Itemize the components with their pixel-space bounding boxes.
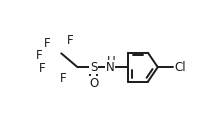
Text: H: H: [106, 55, 115, 68]
Text: F: F: [36, 49, 43, 62]
Text: F: F: [60, 72, 67, 85]
Text: O: O: [89, 77, 98, 90]
Text: F: F: [67, 34, 74, 47]
Text: Cl: Cl: [174, 61, 186, 74]
Text: S: S: [90, 61, 97, 74]
Text: F: F: [44, 37, 50, 50]
Text: N: N: [106, 61, 114, 74]
Text: F: F: [39, 62, 46, 75]
